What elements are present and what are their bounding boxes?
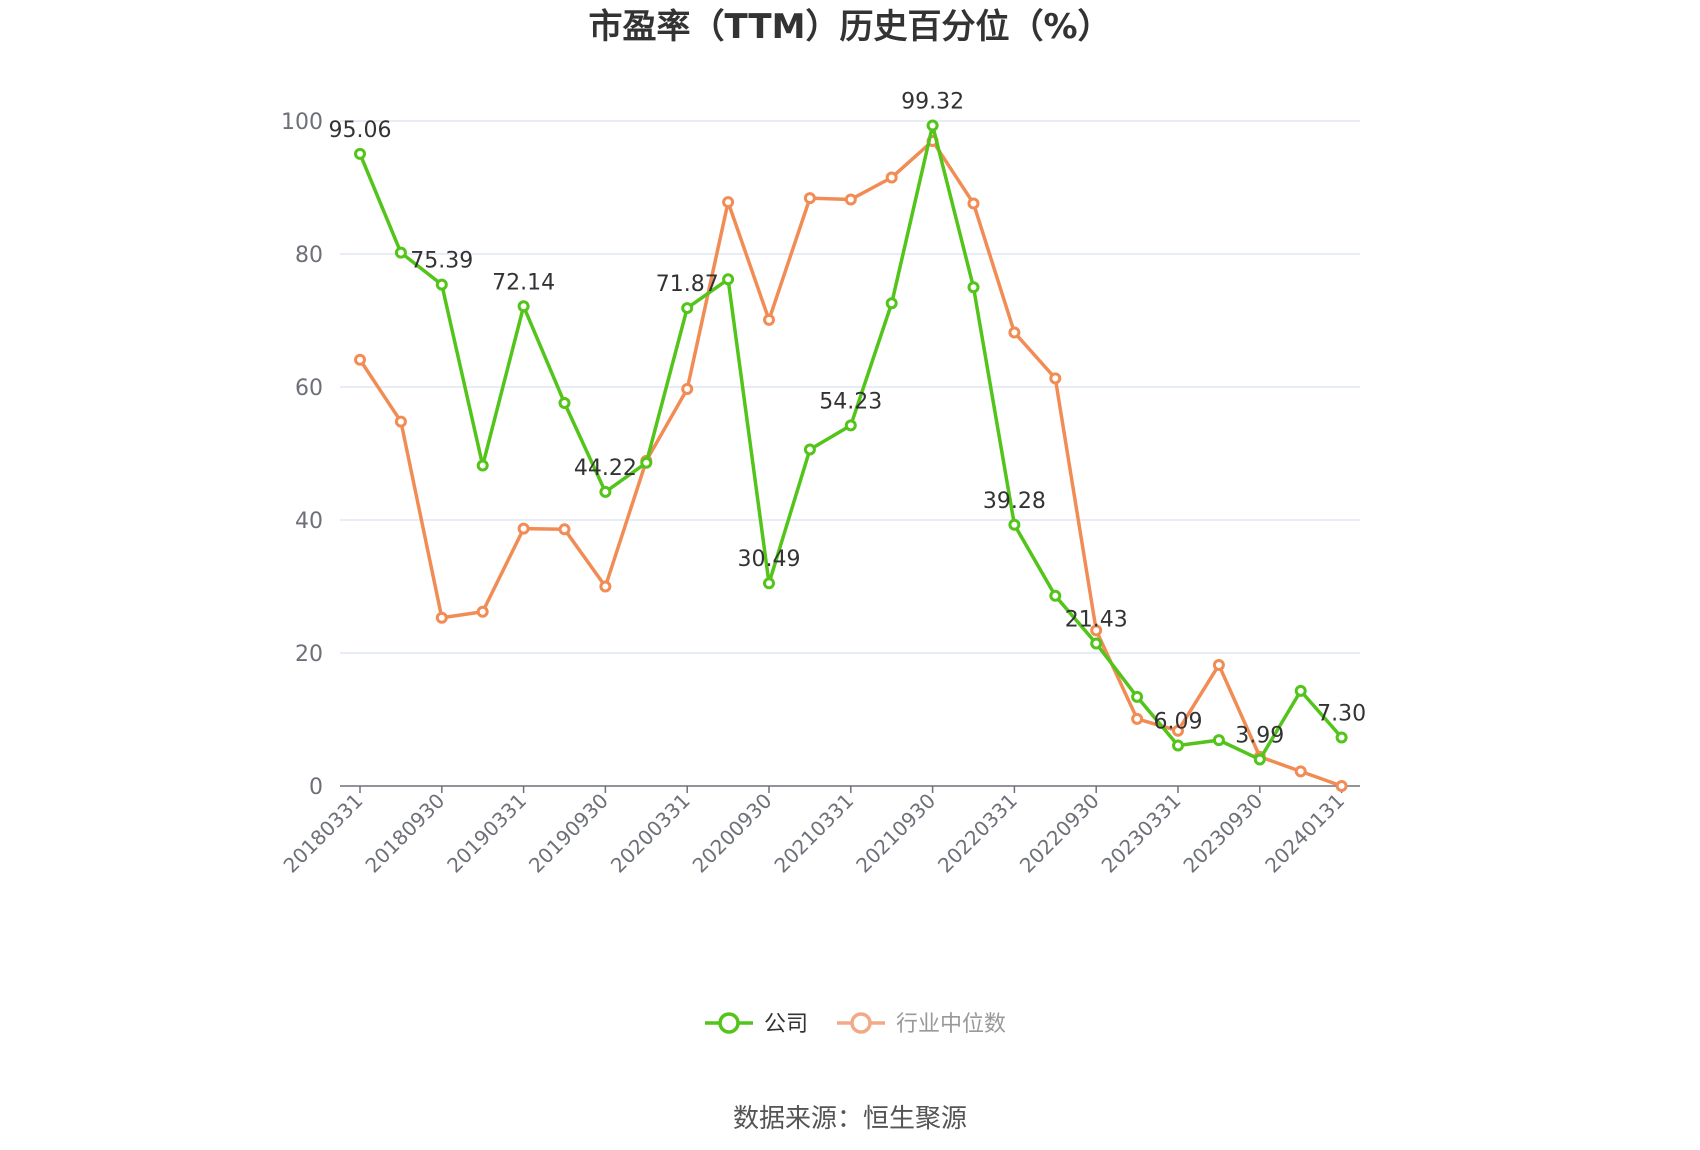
series-0-point-20220930[interactable] — [1090, 637, 1103, 650]
series-1-point-20220930[interactable] — [1090, 624, 1103, 637]
series-0-point-20210331[interactable] — [844, 419, 857, 432]
series-1-point-20220331[interactable] — [1008, 326, 1021, 339]
series-1-point-20190331[interactable] — [517, 522, 530, 535]
data-label-20180930: 75.39 — [410, 249, 473, 274]
data-label-20230930: 3.99 — [1235, 723, 1284, 748]
y-tick-label-60: 60 — [295, 376, 323, 401]
series-0-point-20200331[interactable] — [681, 302, 694, 315]
series-1-point-20180331[interactable] — [354, 353, 366, 366]
x-tick-label-20180331: 20180331 — [279, 789, 368, 878]
series-0-point-20220331[interactable] — [1008, 518, 1021, 531]
x-tick-label-20190331: 20190331 — [442, 789, 531, 878]
y-tick-label-0: 0 — [309, 775, 323, 800]
x-tick-label-20180930: 20180930 — [360, 789, 449, 878]
series-0-point-20190331[interactable] — [517, 300, 530, 313]
series-1-point-20200930[interactable] — [763, 313, 775, 326]
series-1-point-20210331[interactable] — [844, 193, 857, 206]
series-1-point-20230331[interactable] — [1172, 724, 1184, 737]
series-1-point-20211231[interactable] — [967, 197, 980, 210]
x-tick-label-20220930: 20220930 — [1015, 789, 1104, 878]
series-0-point-20181231[interactable] — [476, 459, 489, 472]
y-tick-label-40: 40 — [295, 509, 323, 534]
series-1-point-20190930[interactable] — [599, 580, 612, 593]
series-1-point-20180630[interactable] — [394, 415, 407, 428]
series-1-point-20210630[interactable] — [885, 171, 898, 184]
series-0-point-20210630[interactable] — [885, 297, 898, 310]
x-tick-label-20210331: 20210331 — [769, 789, 858, 878]
x-tick-label-20230331: 20230331 — [1097, 789, 1186, 878]
series-1-point-20190630[interactable] — [558, 523, 571, 536]
data-label-20230331: 6.09 — [1154, 710, 1203, 735]
legend[interactable]: 公司 行业中位数 — [705, 1012, 1006, 1037]
series-1-point-20180930[interactable] — [435, 611, 448, 624]
data-labels: 95.06 75.39 72.14 44.22 71.87 30.49 54.23 99.32… — [329, 90, 1367, 749]
x-tick-label-20200331: 20200331 — [606, 789, 695, 878]
y-axis: 0 20 40 60 80 100 — [281, 110, 323, 800]
data-label-20200930: 30.49 — [738, 547, 801, 572]
series-0-point-20180331[interactable] — [354, 147, 366, 160]
data-label-20220331: 39.28 — [983, 489, 1046, 514]
y-tick-label-20: 20 — [295, 642, 323, 667]
legend-marker-0 — [718, 1012, 740, 1034]
y-tick-label-100: 100 — [281, 110, 323, 135]
data-label-20200331: 71.87 — [656, 272, 719, 297]
series-0-point-20230331[interactable] — [1172, 739, 1184, 752]
series-1-point-20230630[interactable] — [1212, 658, 1225, 671]
x-tick-label-20230930: 20230930 — [1178, 789, 1267, 878]
x-tick-label-20240131: 20240131 — [1260, 789, 1349, 878]
series-0-point-20210930[interactable] — [926, 119, 939, 132]
series-0-point-20190630[interactable] — [558, 396, 571, 409]
series-1-point-20231231[interactable] — [1294, 765, 1307, 778]
source-note: 数据来源：恒生聚源 — [733, 1104, 967, 1134]
x-tick-label-20220331: 20220331 — [933, 789, 1022, 878]
legend-label-0: 公司 — [764, 1012, 808, 1037]
data-label-20210930: 99.32 — [901, 90, 964, 115]
series-1-point-20181231[interactable] — [476, 605, 489, 618]
series-0-point-20200930[interactable] — [763, 577, 775, 590]
series-0-point-20180630[interactable] — [394, 246, 407, 259]
series-1-point-20200630[interactable] — [722, 196, 735, 209]
series-0-point-20191231[interactable] — [640, 456, 653, 469]
series-1-point-20221231[interactable] — [1131, 712, 1144, 725]
series-line-0 — [358, 123, 1343, 762]
legend-label-1: 行业中位数 — [896, 1012, 1006, 1037]
series-0-point-20221231[interactable] — [1131, 690, 1144, 703]
grid-lines — [340, 120, 1360, 654]
y-tick-label-80: 80 — [295, 243, 323, 268]
data-label-20210331: 54.23 — [819, 389, 882, 414]
series-0-point-20180930[interactable] — [435, 278, 448, 291]
legend-item-1[interactable]: 行业中位数 — [837, 1012, 1006, 1037]
series-0-point-20190930[interactable] — [599, 485, 612, 498]
series-0-point-20201231[interactable] — [803, 443, 816, 456]
series-0-point-20230630[interactable] — [1212, 734, 1225, 747]
series-0-point-20211231[interactable] — [967, 281, 980, 294]
legend-marker-1 — [850, 1012, 872, 1034]
data-label-20180331: 95.06 — [329, 118, 392, 143]
series-layer — [354, 119, 1348, 792]
series-0-point-20230930[interactable] — [1253, 753, 1266, 766]
series-0-point-20220630[interactable] — [1049, 589, 1062, 602]
series-0-point-20200630[interactable] — [722, 273, 735, 286]
x-axis: 2018033120180930201903312019093020200331… — [279, 785, 1360, 878]
series-0-point-20231231[interactable] — [1294, 684, 1307, 697]
series-1-point-20201231[interactable] — [803, 192, 816, 205]
series-1-point-20200331[interactable] — [681, 382, 694, 395]
series-1-point-20220630[interactable] — [1049, 372, 1062, 385]
data-label-20240131: 7.30 — [1317, 701, 1366, 726]
data-label-20190930: 44.22 — [574, 456, 637, 481]
legend-item-0[interactable]: 公司 — [705, 1012, 808, 1037]
x-tick-label-20210930: 20210930 — [851, 789, 940, 878]
x-tick-label-20200930: 20200930 — [688, 789, 777, 878]
x-tick-label-20190930: 20190930 — [524, 789, 613, 878]
series-1-point-20240131[interactable] — [1335, 780, 1348, 792]
chart-title: 市盈率（TTM）历史百分位（%） — [588, 7, 1111, 47]
data-label-20190331: 72.14 — [492, 270, 555, 295]
data-label-20220930: 21.43 — [1065, 607, 1128, 632]
series-line-1 — [358, 139, 1343, 788]
series-0-point-20240131[interactable] — [1335, 731, 1348, 744]
